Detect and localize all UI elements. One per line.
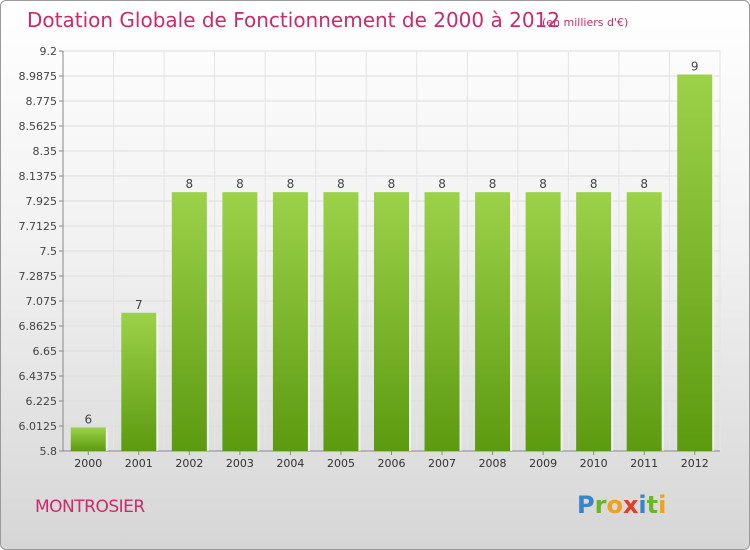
x-tick-label: 2009 [529, 457, 557, 470]
bar-2011 [626, 192, 662, 452]
bars [70, 74, 715, 452]
bar-2009 [525, 192, 561, 452]
data-label: 8 [287, 177, 295, 191]
y-tick-label: 6.0125 [19, 420, 58, 433]
x-tick-label: 2006 [378, 457, 406, 470]
bar-2004 [272, 192, 308, 452]
y-tick-label: 8.35 [33, 145, 58, 158]
data-label: 8 [337, 177, 345, 191]
x-tick-label: 2011 [630, 457, 658, 470]
y-tick-label: 7.925 [26, 195, 58, 208]
y-tick-label: 6.8625 [19, 320, 58, 333]
x-tick-label: 2007 [428, 457, 456, 470]
y-tick-label: 7.075 [26, 295, 58, 308]
bar-2012 [677, 74, 713, 451]
data-label: 8 [539, 177, 547, 191]
bar-2007 [424, 192, 460, 452]
data-label: 8 [640, 177, 648, 191]
x-tick-label: 2001 [125, 457, 153, 470]
data-label: 8 [388, 177, 396, 191]
y-tick-label: 7.7125 [19, 220, 58, 233]
bar-2006 [374, 192, 409, 452]
data-label: 8 [236, 177, 244, 191]
bar-2000 [70, 427, 106, 451]
y-tick-label: 5.8 [40, 445, 58, 458]
commune-name: MONTROSIER [35, 497, 145, 517]
data-label: 8 [186, 177, 194, 191]
bar-2002 [171, 192, 207, 452]
data-label: 7 [135, 298, 143, 312]
proxiti-logo[interactable]: Proxiti [577, 491, 667, 519]
bar-2008 [475, 192, 511, 452]
bar-2010 [576, 192, 612, 452]
y-tick-label: 9.2 [40, 45, 58, 58]
data-label: 6 [84, 412, 92, 426]
chart-title: Dotation Globale de Fonctionnement de 20… [27, 8, 560, 32]
x-tick-label: 2002 [175, 457, 203, 470]
data-label: 9 [691, 60, 699, 74]
y-tick-label: 7.2875 [19, 270, 58, 283]
y-tick-label: 8.775 [26, 95, 58, 108]
x-tick-label: 2000 [74, 457, 102, 470]
y-tick-label: 8.5625 [19, 120, 58, 133]
y-tick-label: 8.1375 [19, 170, 58, 183]
y-tick-label: 6.225 [26, 395, 58, 408]
x-tick-label: 2003 [226, 457, 254, 470]
y-tick-label: 7.5 [40, 245, 58, 258]
bar-2001 [121, 312, 157, 451]
x-tick-label: 2008 [479, 457, 507, 470]
data-label: 8 [489, 177, 497, 191]
labels: 5.8 6.0125 6.225 6.4375 6.65 6.8625 7.075 7.287… [19, 45, 709, 470]
y-tick-label: 6.65 [33, 345, 58, 358]
y-tick-label: 6.4375 [19, 370, 58, 383]
x-tick-label: 2005 [327, 457, 355, 470]
y-tick-label: 8.9875 [19, 70, 58, 83]
data-label: 8 [590, 177, 598, 191]
x-tick-label: 2004 [276, 457, 304, 470]
bar-2005 [323, 192, 359, 452]
data-label: 8 [438, 177, 446, 191]
x-tick-label: 2012 [681, 457, 709, 470]
bar-2003 [222, 192, 258, 452]
x-tick-label: 2010 [580, 457, 608, 470]
chart-unit: (en milliers d'€) [542, 16, 629, 29]
